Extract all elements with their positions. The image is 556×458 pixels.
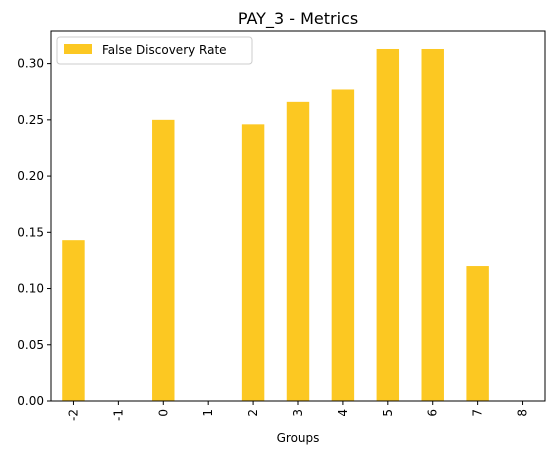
legend-label: False Discovery Rate (102, 43, 227, 57)
y-tick-label: 0.15 (17, 225, 44, 239)
x-tick-label: 6 (426, 409, 440, 417)
bar--2 (62, 240, 85, 401)
bar-5 (376, 48, 400, 402)
x-tick-label: 0 (156, 409, 170, 417)
x-tick-label: 4 (336, 409, 350, 417)
bar-3 (286, 101, 310, 401)
legend: False Discovery Rate (56, 36, 253, 65)
x-tick-label: 1 (201, 409, 215, 417)
y-tick-label: 0.00 (17, 394, 44, 408)
x-tick-label: 7 (471, 409, 485, 417)
y-tick-label: 0.25 (17, 113, 44, 127)
x-tick-label: -2 (66, 409, 80, 421)
y-tick-label: 0.10 (17, 282, 44, 296)
x-tick-label: -1 (111, 409, 125, 421)
x-axis: -2 -1 0 1 2 3 4 5 6 7 8 (66, 401, 530, 421)
y-tick-label: 0.05 (17, 338, 44, 352)
bar-2 (241, 124, 265, 401)
y-tick-label: 0.20 (17, 169, 44, 183)
x-tick-label: 3 (291, 409, 305, 417)
y-tick-label: 0.30 (17, 57, 44, 71)
bar-6 (421, 48, 444, 402)
legend-swatch (64, 44, 92, 54)
x-tick-label: 2 (246, 409, 260, 417)
plot-frame (50, 30, 546, 402)
bar-4 (331, 89, 355, 401)
x-tick-label: 5 (381, 409, 395, 417)
x-tick-label: 8 (516, 409, 530, 417)
y-axis: 0.00 0.05 0.10 0.15 0.20 0.25 0.30 (17, 57, 51, 408)
bar-0 (152, 119, 175, 401)
bars-group (62, 48, 489, 402)
x-axis-label: Groups (277, 431, 320, 445)
bar-7 (466, 266, 489, 401)
chart-title: PAY_3 - Metrics (238, 9, 358, 29)
legend-box (56, 36, 253, 65)
